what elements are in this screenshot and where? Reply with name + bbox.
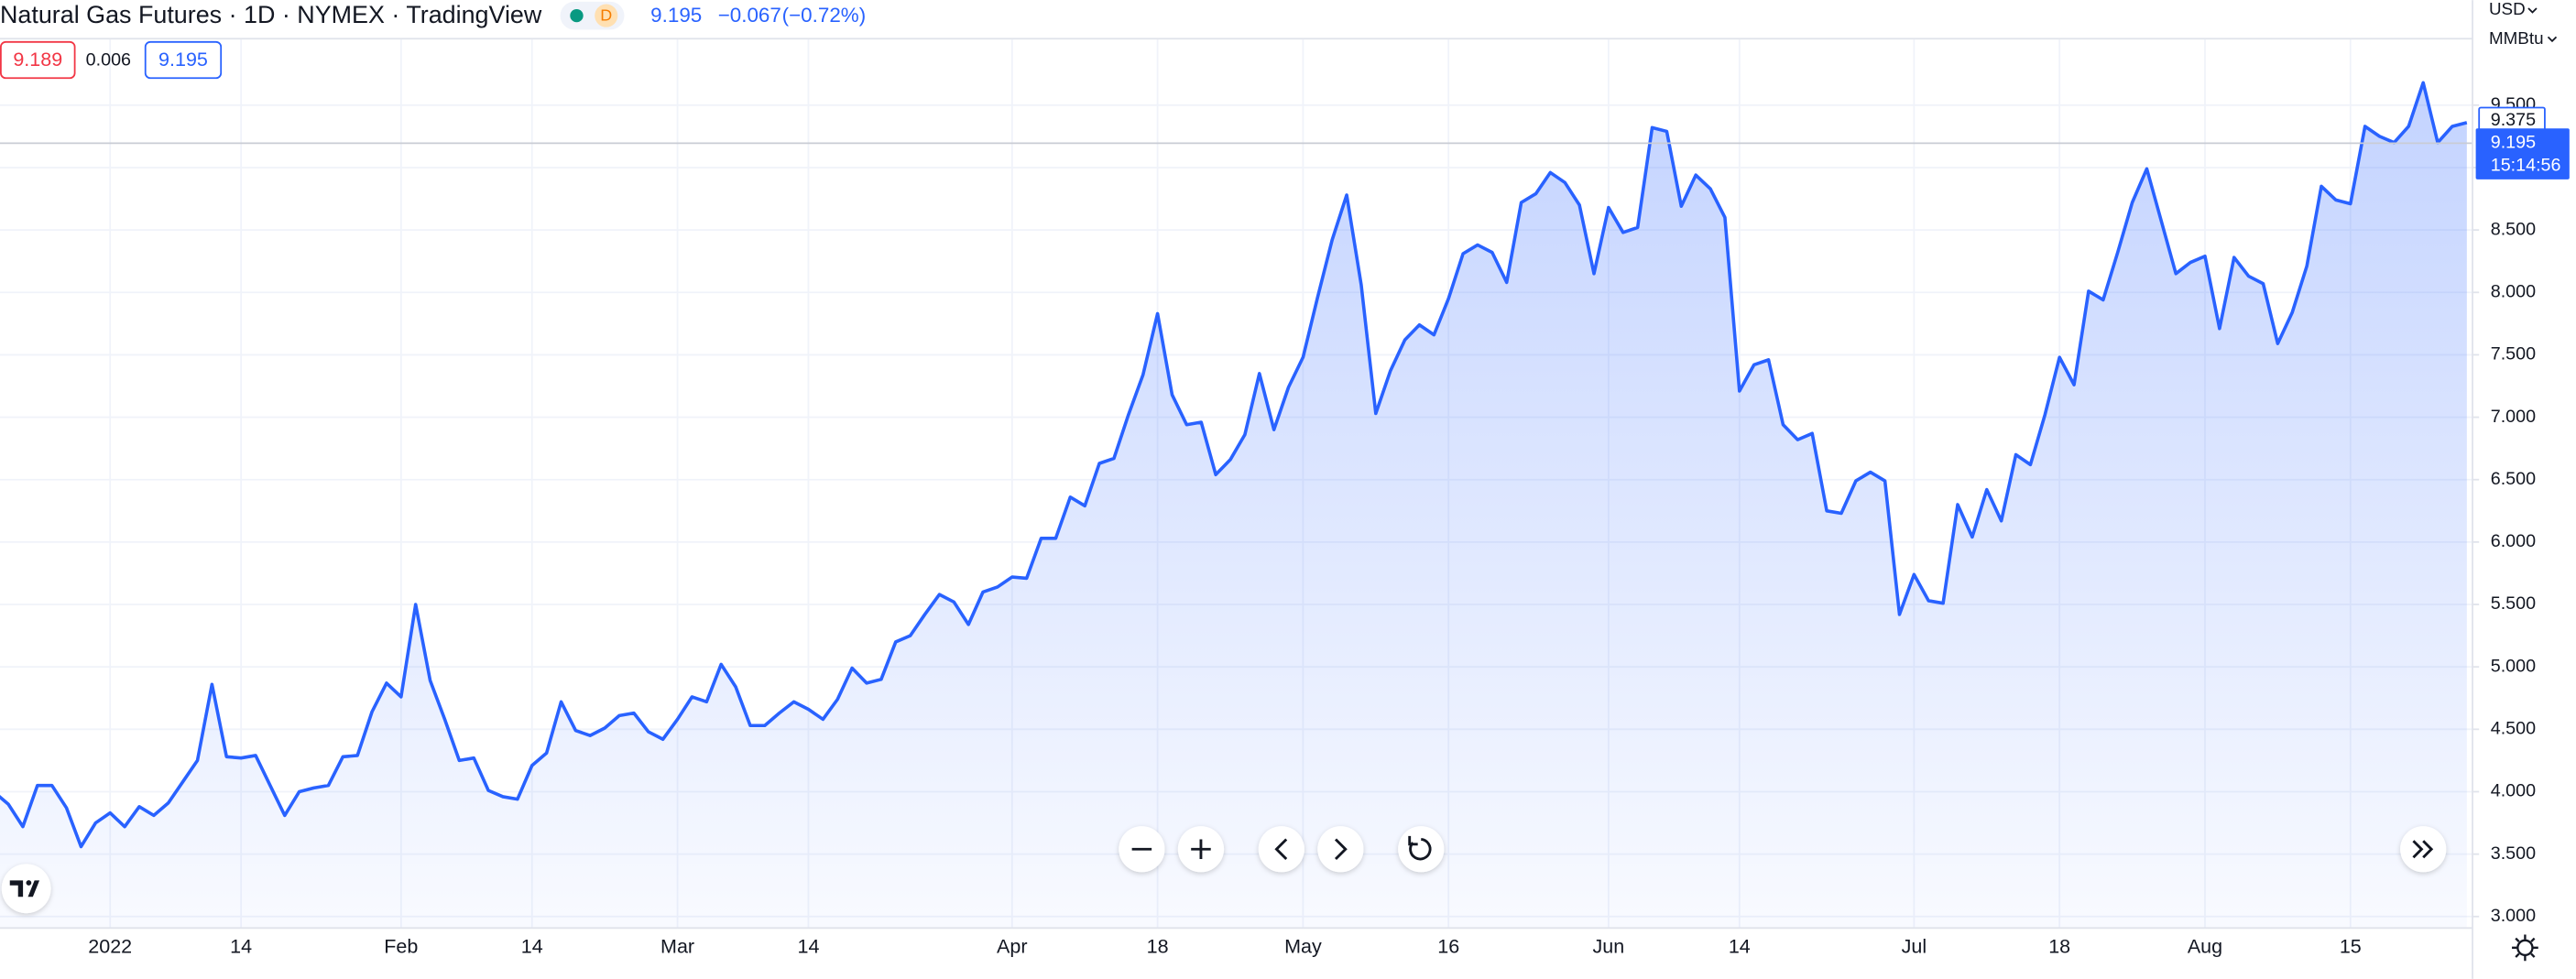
logo[interactable] bbox=[1, 864, 51, 914]
x-tick-label: 14 bbox=[230, 936, 252, 958]
title: Natural Gas Futures · 1D · NYMEX · Tradi… bbox=[0, 1, 542, 28]
quote-boxes: 9.189 0.006 9.195 bbox=[0, 40, 223, 80]
countdown-label: 15:14:56 bbox=[2491, 156, 2561, 176]
x-tick-label: 14 bbox=[521, 936, 543, 958]
badge-bg bbox=[595, 4, 618, 27]
nav-buttons bbox=[1119, 826, 2447, 873]
header-change: −0.067 bbox=[718, 4, 781, 27]
x-tick-label: Mar bbox=[660, 936, 694, 958]
ask-box bbox=[144, 40, 223, 80]
y-tick-label: 3.500 bbox=[2491, 843, 2536, 864]
x-tick-label: Apr bbox=[997, 936, 1027, 958]
y-tick-label: 7.500 bbox=[2491, 344, 2536, 364]
spread: 0.006 bbox=[86, 50, 131, 71]
unit-caret bbox=[2547, 36, 2558, 43]
x-tick-label: Aug bbox=[2188, 936, 2222, 958]
x-tick-label: 15 bbox=[2340, 936, 2362, 958]
y-tick-label: 7.000 bbox=[2491, 407, 2536, 427]
market-open-dot bbox=[570, 8, 584, 23]
y-tick-label: 8.500 bbox=[2491, 219, 2536, 239]
currency-caret bbox=[2527, 7, 2538, 14]
x-tick-label: Feb bbox=[384, 936, 418, 958]
unit[interactable]: MMBtu bbox=[2489, 28, 2544, 48]
y-tick-label: 6.000 bbox=[2491, 531, 2536, 551]
x-tick-label: 14 bbox=[1729, 936, 1751, 958]
y-tick-label: 5.500 bbox=[2491, 593, 2536, 614]
x-tick-label: May bbox=[1284, 936, 1322, 958]
scroll-to-end-button[interactable] bbox=[2400, 826, 2447, 873]
x-tick-label: 16 bbox=[1437, 936, 1459, 958]
y-tick-label: 6.500 bbox=[2491, 469, 2536, 489]
last-price-box bbox=[2475, 128, 2570, 179]
area-fill bbox=[0, 82, 2467, 929]
x-tick-label: 18 bbox=[1147, 936, 1169, 958]
x-tick-label: 18 bbox=[2048, 936, 2070, 958]
zoom-in-button[interactable] bbox=[1177, 826, 1225, 873]
x-tick-label: Jun bbox=[1593, 936, 1625, 958]
y-tick-label: 5.000 bbox=[2491, 656, 2536, 676]
interval-badge: D bbox=[600, 6, 612, 25]
previous-price-label: 9.375 bbox=[2491, 110, 2536, 130]
scroll-left-button[interactable] bbox=[1258, 826, 1304, 873]
x-tick-label: 14 bbox=[798, 936, 820, 958]
bid: 9.189 bbox=[13, 49, 62, 71]
reset-button[interactable] bbox=[1398, 826, 1445, 873]
ask: 9.195 bbox=[158, 49, 208, 71]
last-price-label: 9.195 bbox=[2491, 133, 2536, 153]
y-tick-label: 8.000 bbox=[2491, 281, 2536, 301]
y-tick-label: 4.000 bbox=[2491, 781, 2536, 801]
currency[interactable]: USD bbox=[2489, 0, 2526, 18]
plot-layer bbox=[0, 81, 2473, 929]
scroll-right-button[interactable] bbox=[1317, 826, 1364, 873]
y-tick-label: 4.500 bbox=[2491, 719, 2536, 739]
header: Natural Gas Futures · 1D · NYMEX · Tradi… bbox=[0, 1, 867, 30]
header-change-pct: (−0.72%) bbox=[782, 4, 867, 27]
bid-box bbox=[0, 40, 76, 80]
axis-layer bbox=[0, 0, 2473, 979]
settings-button[interactable] bbox=[2512, 934, 2538, 962]
x-tick-label: 2022 bbox=[88, 936, 132, 958]
header-price: 9.195 bbox=[650, 4, 702, 27]
price-line bbox=[0, 81, 2468, 849]
x-tick-label: Jul bbox=[1902, 936, 1927, 958]
y-tick-label: 3.000 bbox=[2491, 906, 2536, 926]
zoom-out-button[interactable] bbox=[1119, 826, 1165, 873]
